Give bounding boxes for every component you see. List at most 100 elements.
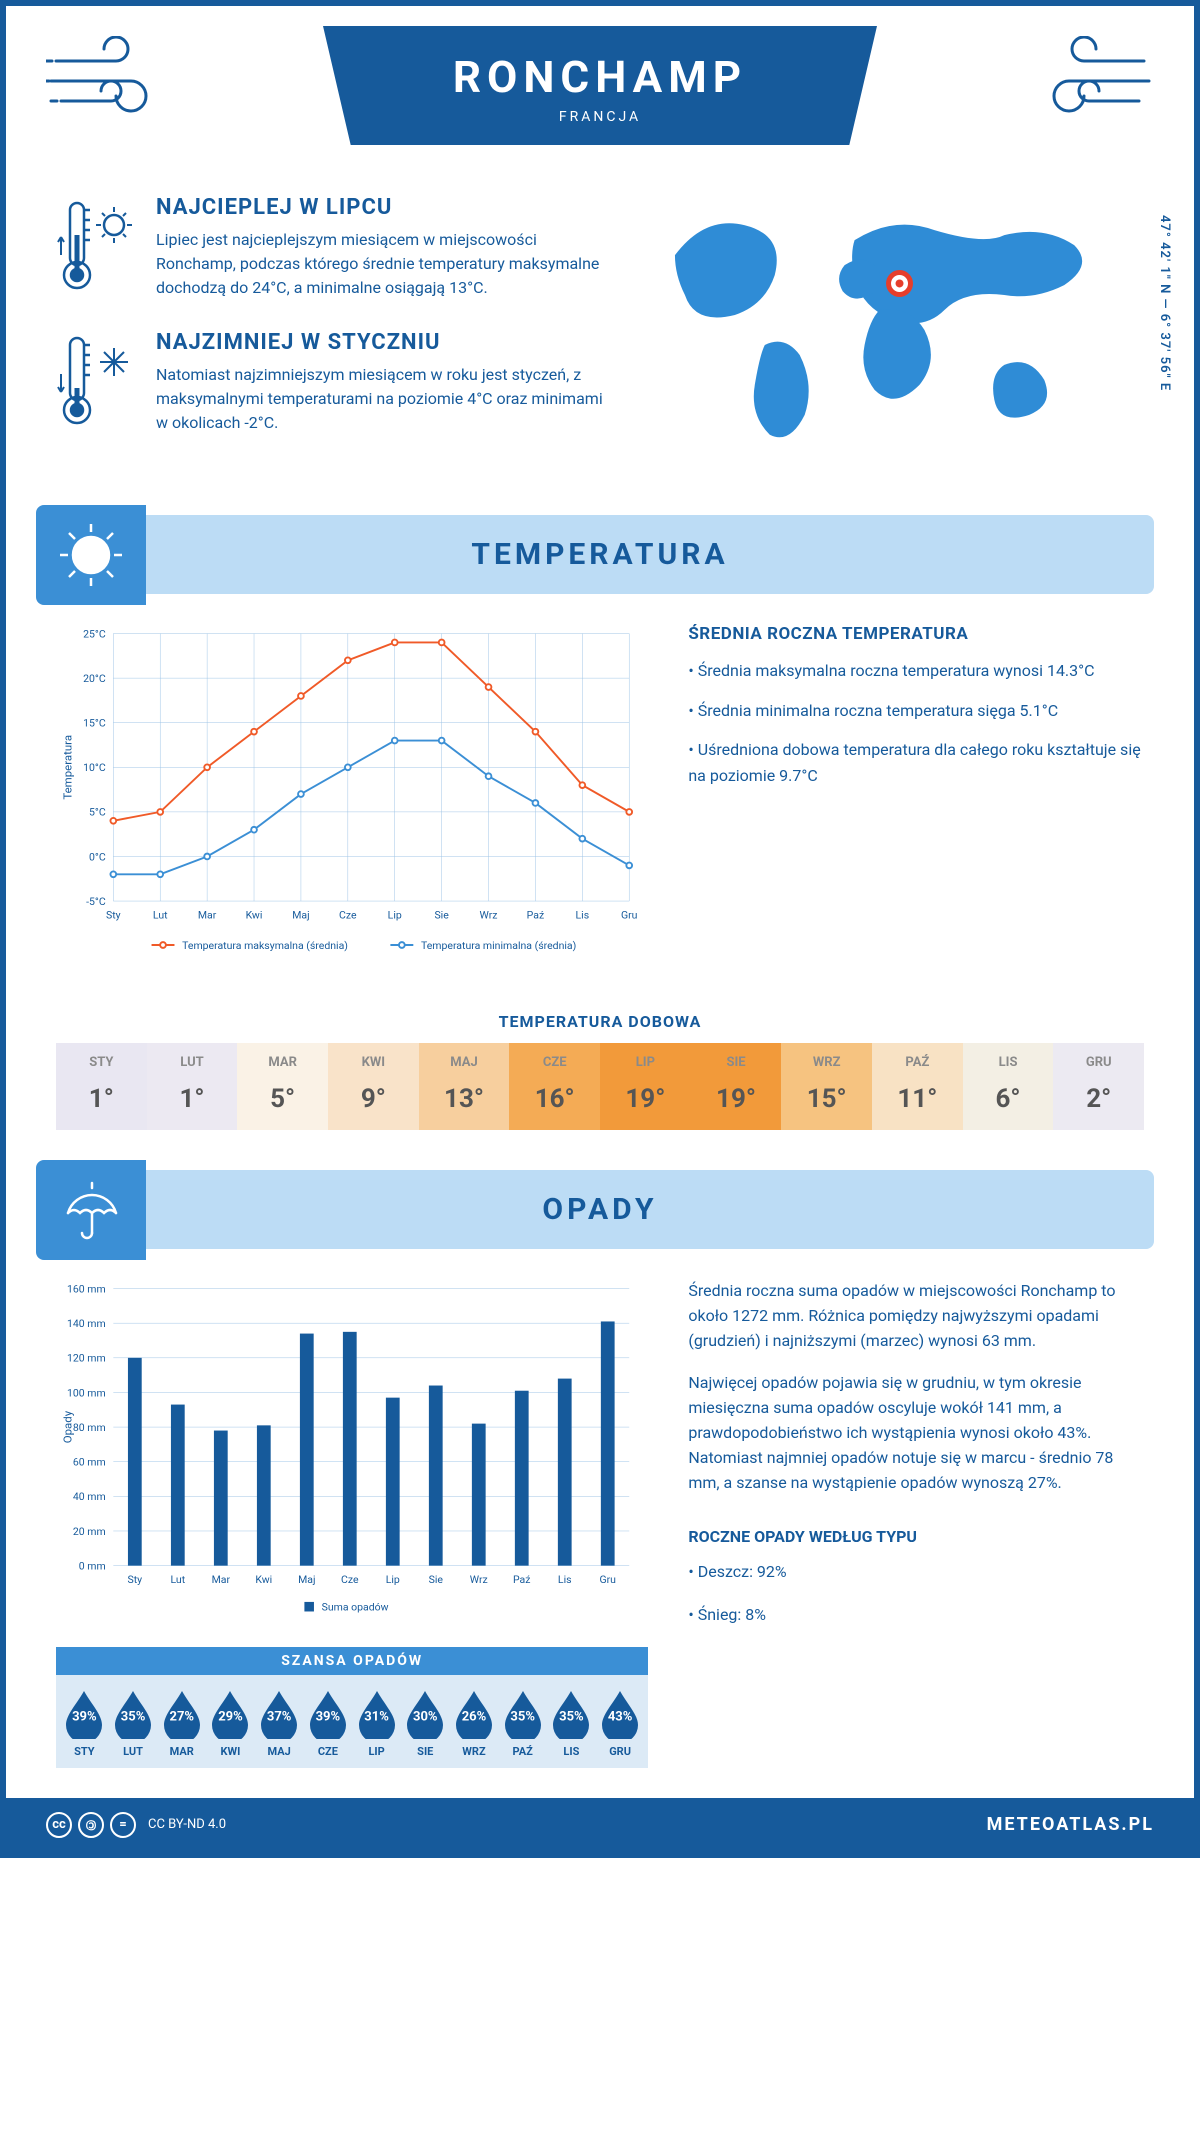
chance-row: 39% STY 35% LUT 27% MAR 29% KWI 37% MAJ … [56,1675,648,1768]
cold-fact-title: NAJZIMNIEJ W STYCZNIU [156,330,605,355]
temp-section-banner: TEMPERATURA [46,515,1154,594]
daily-value: 1° [56,1084,147,1114]
svg-text:Opady: Opady [60,1410,74,1443]
drop-icon: 27% [160,1687,204,1739]
precip-type: • Śnieg: 8% [688,1603,1144,1628]
chance-month: LIS [547,1745,596,1758]
temp-line-chart: -5°C0°C5°C10°C15°C20°C25°CStyLutMarKwiMa… [56,624,648,972]
svg-text:60 mm: 60 mm [73,1455,106,1468]
daily-cell: CZE16° [509,1043,600,1130]
facts-column: NAJCIEPLEJ W LIPCU Lipiec jest najcieple… [56,195,605,465]
svg-text:40 mm: 40 mm [73,1490,106,1503]
daily-month: MAJ [419,1055,510,1070]
precip-type-title: ROCZNE OPADY WEDŁUG TYPU [688,1525,1144,1550]
svg-text:Wrz: Wrz [480,908,498,921]
chance-cell: 43% GRU [596,1687,645,1758]
chance-value: 29% [218,1710,243,1725]
chance-month: MAJ [255,1745,304,1758]
daily-cell: SIE19° [691,1043,782,1130]
daily-cell: PAŹ11° [872,1043,963,1130]
svg-text:Sty: Sty [106,908,121,921]
svg-text:Lip: Lip [386,1573,400,1586]
svg-text:Sie: Sie [434,908,449,921]
svg-text:Paź: Paź [513,1573,531,1586]
thermometer-sun-icon [56,195,136,295]
hot-fact-text: Lipiec jest najcieplejszym miesiącem w m… [156,228,605,300]
temp-bullet: • Uśredniona dobowa temperatura dla całe… [688,737,1144,788]
temp-section-title: TEMPERATURA [46,537,1154,572]
svg-text:Kwi: Kwi [255,1573,272,1586]
daily-cell: GRU2° [1053,1043,1144,1130]
daily-month: MAR [237,1055,328,1070]
city-title: RONCHAMP [363,51,837,103]
temp-info-title: ŚREDNIA ROCZNA TEMPERATURA [688,624,1144,644]
chance-value: 35% [121,1710,146,1725]
page: RONCHAMP FRANCJA [0,0,1200,1858]
site-name: METEOATLAS.PL [987,1814,1154,1835]
intro-section: NAJCIEPLEJ W LIPCU Lipiec jest najcieple… [6,175,1194,495]
chance-value: 35% [510,1710,535,1725]
daily-month: LIS [963,1055,1054,1070]
svg-text:Suma opadów: Suma opadów [322,1600,389,1613]
hot-fact-title: NAJCIEPLEJ W LIPCU [156,195,605,220]
header: RONCHAMP FRANCJA [6,6,1194,175]
svg-text:5°C: 5°C [89,806,106,819]
chance-month: LUT [109,1745,158,1758]
svg-text:15°C: 15°C [83,717,106,730]
drop-icon: 30% [403,1687,447,1739]
chance-month: SIE [401,1745,450,1758]
daily-value: 16° [509,1084,600,1114]
chance-month: WRZ [450,1745,499,1758]
daily-cell: MAJ13° [419,1043,510,1130]
drop-icon: 43% [598,1687,642,1739]
daily-value: 9° [328,1084,419,1114]
chance-month: GRU [596,1745,645,1758]
svg-text:Mar: Mar [212,1573,231,1586]
precip-block: 0 mm20 mm40 mm60 mm80 mm100 mm120 mm140 … [6,1279,1194,1798]
daily-cell: LUT1° [147,1043,238,1130]
svg-text:160 mm: 160 mm [67,1282,106,1295]
daily-month: WRZ [781,1055,872,1070]
map-column: 47° 42' 1" N — 6° 37' 56" E [645,195,1144,465]
precip-type: • Deszcz: 92% [688,1560,1144,1585]
chance-cell: 35% LIS [547,1687,596,1758]
svg-text:Lis: Lis [558,1573,572,1586]
svg-text:80 mm: 80 mm [73,1421,106,1434]
daily-month: LIP [600,1055,691,1070]
svg-text:Lip: Lip [388,908,402,921]
chance-cell: 39% STY [60,1687,109,1758]
daily-cell: WRZ15° [781,1043,872,1130]
drop-icon: 37% [257,1687,301,1739]
precip-section-title: OPADY [46,1192,1154,1227]
wind-icon [1014,36,1154,126]
daily-temp-table: STY1°LUT1°MAR 5°KWI 9°MAJ13°CZE16°LIP19°SI… [56,1043,1144,1130]
svg-text:140 mm: 140 mm [67,1317,106,1330]
chance-month: STY [60,1745,109,1758]
daily-cell: LIP19° [600,1043,691,1130]
drop-icon: 35% [501,1687,545,1739]
daily-month: SIE [691,1055,782,1070]
chance-cell: 39% CZE [304,1687,353,1758]
umbrella-icon [36,1160,146,1260]
daily-cell: STY1° [56,1043,147,1130]
svg-text:Temperatura minimalna (średnia: Temperatura minimalna (średnia) [421,939,576,952]
daily-month: KWI [328,1055,419,1070]
daily-month: PAŹ [872,1055,963,1070]
svg-text:0 mm: 0 mm [79,1559,106,1572]
svg-text:0°C: 0°C [89,850,106,863]
daily-value: 5° [237,1084,328,1114]
precip-info: Średnia roczna suma opadów w miejscowośc… [688,1279,1144,1768]
svg-text:Temperatura: Temperatura [60,735,74,800]
svg-text:Sty: Sty [128,1573,143,1586]
chance-cell: 35% PAŹ [498,1687,547,1758]
chance-month: KWI [206,1745,255,1758]
chance-value: 43% [608,1710,633,1725]
thermometer-snow-icon [56,330,136,430]
precip-bar-chart: 0 mm20 mm40 mm60 mm80 mm100 mm120 mm140 … [56,1279,648,1768]
chance-value: 26% [462,1710,487,1725]
chance-value: 39% [72,1710,97,1725]
svg-text:Mar: Mar [198,908,217,921]
daily-month: GRU [1053,1055,1144,1070]
drop-icon: 31% [355,1687,399,1739]
world-map [645,195,1144,455]
